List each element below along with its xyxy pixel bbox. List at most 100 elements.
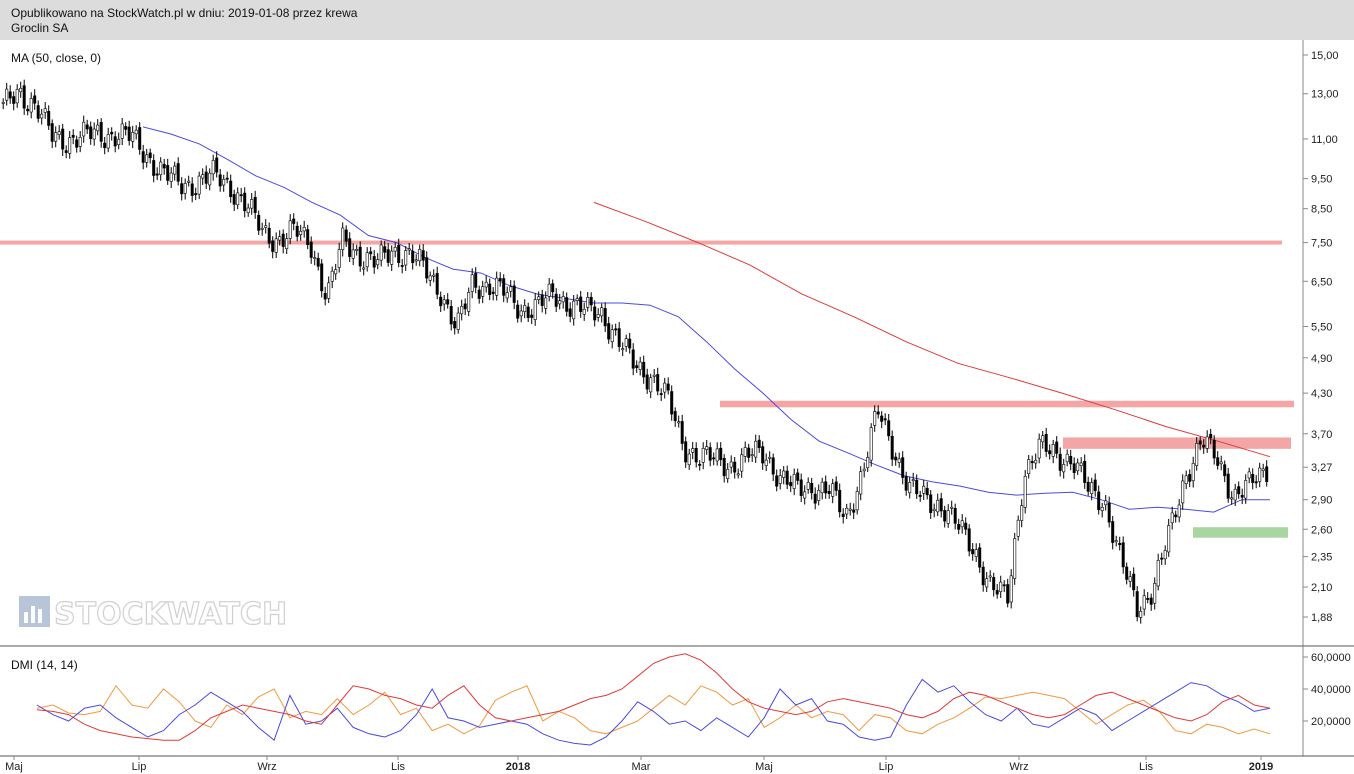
candle-body [761,446,765,464]
candle-body [631,349,635,369]
price-tick-label: 4,90 [1311,353,1332,365]
candle-body [257,214,261,231]
candle-body [1097,491,1101,510]
candle-body [204,171,208,184]
candle-body [817,490,821,501]
candle-body [750,454,754,457]
candle-body [131,132,135,142]
candle-body [1219,461,1223,465]
candle-body [519,310,523,317]
dmi-tick-label: 40,0000 [1311,684,1351,696]
candle-body [614,328,618,331]
candle-body [547,283,551,297]
candle-body [439,296,443,307]
candle-body [596,314,600,318]
company-name: Groclin SA [11,21,69,35]
candle-body [677,421,681,424]
ma200-line [593,201,1271,458]
candle-body [407,248,411,251]
candle-body [649,377,653,393]
candle-body [705,446,709,450]
candle-body [400,265,404,267]
candle-body [890,436,894,460]
candle-body [110,131,114,135]
candles-layer [1,79,1269,624]
candle-body [911,479,915,482]
candle-body [803,491,807,499]
candle-body [922,485,926,494]
candle-body [1191,462,1195,482]
candle-body [1065,453,1069,463]
candle-body [834,481,838,491]
candle-body [992,577,996,591]
plus_di-line [36,684,1271,735]
candle-body [929,494,933,513]
candle-body [211,159,215,175]
candle-body [957,524,961,530]
candle-body [775,475,779,487]
candle-body [1079,462,1083,466]
price-tick-label: 9,50 [1311,174,1332,186]
candle-body [82,121,86,137]
candle-body [1041,435,1045,443]
candle-body [15,89,19,104]
candle-body [586,297,590,308]
candle-body [281,233,285,247]
candle-body [862,468,866,472]
candle-body [495,277,499,296]
candle-body [239,194,243,197]
candle-body [355,249,359,251]
resistance-zone [1063,437,1291,449]
candle-body [785,470,789,485]
dmi-y-ticks: 60,0000 40,0000 20,0000 [1303,652,1351,728]
candle-body [544,297,548,309]
candle-body [320,263,324,292]
candle-body [1002,584,1006,587]
candle-body [985,578,989,588]
candle-body [218,174,222,187]
candle-body [778,475,782,484]
candle-body [726,468,730,479]
candle-body [558,300,562,305]
candle-body [1233,488,1237,501]
candle-body [1023,476,1027,508]
candle-body [432,274,436,277]
candle-body [253,196,257,213]
candle-body [1202,444,1206,448]
dmi-panel-title: DMI (14, 14) [11,658,78,672]
candle-body [617,328,621,347]
candle-body [85,124,89,130]
candle-body [932,508,936,512]
dmi-tick-label: 20,0000 [1311,716,1351,728]
price-tick-label: 4,30 [1311,388,1332,400]
candle-body [509,286,513,292]
candle-body [883,418,887,421]
candle-body [498,278,502,282]
candle-body [344,229,348,242]
candle-body [1237,486,1241,495]
candle-body [351,249,355,259]
candle-body [316,258,320,267]
candle-body [1184,475,1188,484]
candle-body [712,457,716,460]
candle-body [813,493,817,504]
minus_di-line [36,678,1271,746]
candle-body [771,457,775,475]
candle-body [866,457,870,469]
candle-body [99,122,103,142]
candle-body [127,126,131,141]
bar-chart-icon-bar [24,612,28,623]
candle-body [428,275,432,281]
candle-body [1254,481,1258,484]
candle-body [5,88,9,101]
ma50-line [142,126,1270,513]
candle-body [1086,481,1090,492]
candle-body [194,193,198,196]
published-info: Opublikowano na StockWatch.pl w dniu: 20… [11,6,358,20]
candle-body [243,192,247,212]
candle-body [250,199,254,209]
candle-body [446,299,450,305]
candle-body [1072,463,1076,473]
candle-body [603,308,607,327]
candle-body [1090,482,1094,494]
